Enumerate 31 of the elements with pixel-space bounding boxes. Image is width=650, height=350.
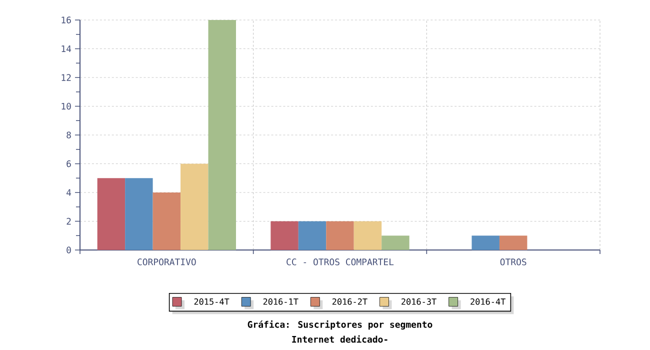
bar bbox=[97, 178, 126, 250]
legend-label: 2016-4T bbox=[470, 298, 506, 305]
legend-label: 2016-1T bbox=[263, 298, 298, 305]
bar bbox=[180, 164, 208, 250]
y-tick-label: 16 bbox=[62, 16, 71, 24]
bar bbox=[472, 236, 500, 250]
legend-label: 2016-2T bbox=[332, 298, 368, 305]
legend-label: 2015-4T bbox=[194, 298, 230, 305]
bar bbox=[499, 236, 528, 250]
x-tick-label: CORPORATIVO bbox=[138, 258, 196, 266]
bar bbox=[152, 192, 181, 250]
y-tick-label: 10 bbox=[62, 102, 71, 110]
bar bbox=[298, 221, 326, 250]
bar bbox=[270, 221, 298, 250]
x-tick-label: OTROS bbox=[500, 258, 526, 266]
bar bbox=[382, 236, 410, 250]
y-tick-label: 0 bbox=[66, 246, 71, 254]
text: Internet dedicado- bbox=[292, 335, 388, 343]
y-tick-label: 4 bbox=[66, 189, 72, 196]
text: Gráfica: Suscriptores por segmento bbox=[248, 320, 432, 330]
bar bbox=[125, 178, 153, 250]
y-tick-label: 2 bbox=[66, 218, 71, 225]
bar bbox=[208, 20, 236, 250]
y-tick-label: 8 bbox=[66, 132, 71, 138]
y-tick-label: 14 bbox=[62, 45, 72, 52]
bar bbox=[326, 221, 354, 250]
x-tick-label: CC - OTROS COMPARTEL bbox=[286, 258, 394, 266]
y-tick-label: 6 bbox=[66, 160, 71, 168]
legend-label: 2016-3T bbox=[402, 298, 436, 305]
y-tick-label: 12 bbox=[62, 74, 71, 81]
bar bbox=[354, 221, 382, 250]
